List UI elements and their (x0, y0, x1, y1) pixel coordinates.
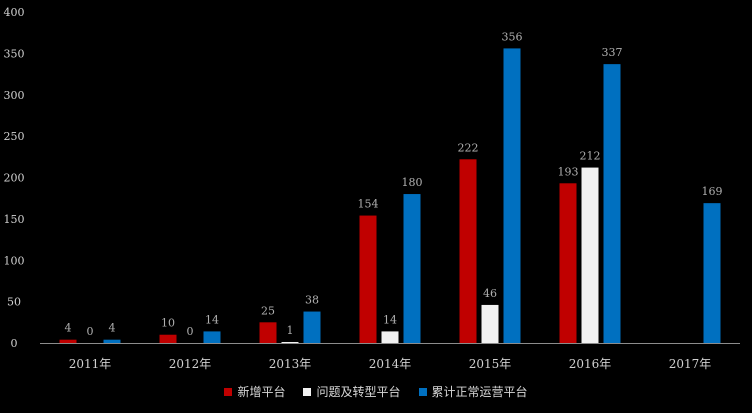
data-label: 4 (109, 322, 116, 335)
legend: 新增平台 问题及转型平台 累计正常运营平台 (0, 383, 752, 400)
bar-new (159, 334, 177, 343)
legend-label-new-platform: 新增平台 (237, 385, 286, 399)
bar-problem (281, 342, 299, 343)
data-label: 356 (502, 30, 523, 43)
bar-problem (581, 167, 599, 343)
bar-problem (481, 304, 499, 343)
legend-label-cumulative-platform: 累计正常运营平台 (431, 385, 528, 399)
bar-cumulative (403, 194, 421, 343)
legend-swatch-cumulative-platform (418, 387, 427, 396)
bar-new (259, 322, 277, 343)
y-tick-label: 150 (4, 213, 25, 226)
bar-new (59, 339, 77, 343)
legend-item-new-platform: 新增平台 (224, 383, 285, 400)
data-label: 169 (702, 185, 723, 198)
x-tick-label: 2017年 (669, 357, 712, 371)
y-tick-label: 100 (4, 254, 25, 267)
data-label: 180 (402, 176, 423, 189)
x-tick-label: 2016年 (569, 357, 612, 371)
bar-cumulative (603, 64, 621, 343)
data-label: 222 (458, 141, 479, 154)
legend-swatch-problem-platform (303, 387, 312, 396)
data-label: 14 (205, 313, 219, 326)
y-tick-label: 400 (4, 6, 25, 19)
x-tick-label: 2013年 (269, 357, 312, 371)
legend-item-cumulative-platform: 累计正常运营平台 (418, 383, 528, 400)
data-label: 1 (287, 324, 294, 337)
data-label: 193 (558, 165, 579, 178)
legend-label-problem-platform: 问题及转型平台 (316, 385, 401, 399)
x-tick-label: 2015年 (469, 357, 512, 371)
x-tick-label: 2012年 (169, 357, 212, 371)
data-label: 25 (261, 304, 275, 317)
y-tick-label: 200 (4, 172, 25, 185)
bar-cumulative (703, 203, 721, 343)
y-tick-label: 250 (4, 130, 25, 143)
y-tick-label: 350 (4, 47, 25, 60)
legend-item-problem-platform: 问题及转型平台 (303, 383, 401, 400)
data-label: 0 (87, 325, 94, 338)
bar-cumulative (103, 339, 121, 343)
data-label: 46 (483, 287, 497, 300)
data-label: 38 (305, 294, 319, 307)
bar-problem (381, 331, 399, 343)
x-tick-label: 2011年 (69, 357, 112, 371)
data-label: 4 (65, 322, 72, 335)
legend-swatch-new-platform (224, 387, 233, 396)
y-tick-label: 50 (7, 296, 21, 309)
y-tick-label: 300 (4, 89, 25, 102)
x-tick-label: 2014年 (369, 357, 412, 371)
bar-cumulative (303, 311, 321, 343)
bar-new (559, 183, 577, 343)
data-label: 14 (383, 313, 397, 326)
y-tick-label: 0 (11, 337, 18, 350)
bar-new (459, 159, 477, 343)
data-label: 212 (580, 150, 601, 163)
bar-cumulative (203, 331, 221, 343)
bar-cumulative (503, 48, 521, 343)
data-label: 0 (187, 325, 194, 338)
data-label: 337 (602, 46, 623, 59)
data-label: 10 (161, 317, 175, 330)
data-label: 154 (358, 198, 379, 211)
bar-new (359, 215, 377, 343)
